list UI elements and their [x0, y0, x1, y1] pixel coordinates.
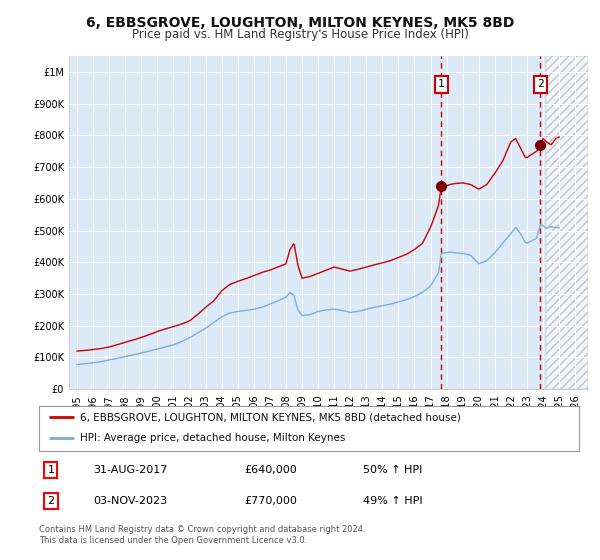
Text: 1: 1 [438, 80, 445, 90]
Text: £640,000: £640,000 [244, 465, 297, 475]
Bar [546, 56, 588, 389]
Text: HPI: Average price, detached house, Milton Keynes: HPI: Average price, detached house, Milt… [79, 433, 345, 444]
Text: 6, EBBSGROVE, LOUGHTON, MILTON KEYNES, MK5 8BD: 6, EBBSGROVE, LOUGHTON, MILTON KEYNES, M… [86, 16, 514, 30]
Text: 03-NOV-2023: 03-NOV-2023 [93, 496, 167, 506]
Text: 6, EBBSGROVE, LOUGHTON, MILTON KEYNES, MK5 8BD (detached house): 6, EBBSGROVE, LOUGHTON, MILTON KEYNES, M… [79, 412, 460, 422]
Text: 49% ↑ HPI: 49% ↑ HPI [363, 496, 422, 506]
Text: 2: 2 [47, 496, 55, 506]
Text: Contains HM Land Registry data © Crown copyright and database right 2024.
This d: Contains HM Land Registry data © Crown c… [39, 525, 365, 545]
Text: 1: 1 [47, 465, 55, 475]
Text: Price paid vs. HM Land Registry's House Price Index (HPI): Price paid vs. HM Land Registry's House … [131, 28, 469, 41]
Text: 2: 2 [537, 80, 544, 90]
Text: 50% ↑ HPI: 50% ↑ HPI [363, 465, 422, 475]
Text: £770,000: £770,000 [244, 496, 297, 506]
Bar [546, 56, 588, 389]
Text: 31-AUG-2017: 31-AUG-2017 [93, 465, 167, 475]
